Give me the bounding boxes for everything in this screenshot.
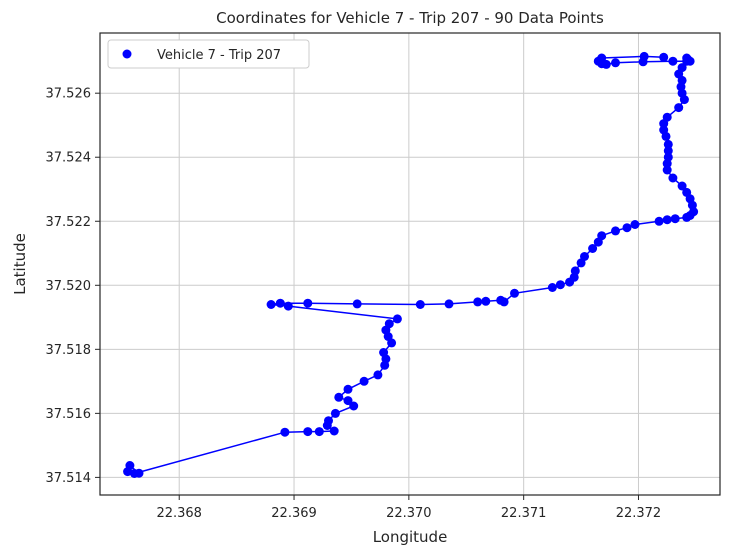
data-point <box>499 297 509 307</box>
data-point <box>275 298 285 308</box>
y-tick-label: 37.514 <box>46 471 92 486</box>
data-point <box>359 376 369 386</box>
data-point <box>283 301 293 311</box>
y-tick-label: 37.522 <box>46 215 92 230</box>
data-point <box>314 427 324 437</box>
data-point <box>668 56 678 66</box>
data-point <box>303 298 313 308</box>
data-point <box>303 427 313 437</box>
legend-box <box>107 39 310 69</box>
data-point <box>668 173 678 183</box>
data-point <box>384 319 394 329</box>
data-point <box>588 244 598 253</box>
data-point <box>659 125 669 135</box>
data-point <box>682 56 692 66</box>
data-point <box>266 300 276 309</box>
y-axis-label: Latitude <box>11 233 29 295</box>
data-points <box>123 51 699 478</box>
y-tick-label: 37.520 <box>46 279 92 294</box>
data-point <box>622 223 632 233</box>
data-point <box>677 181 687 191</box>
y-tick-label: 37.524 <box>46 151 92 166</box>
data-point <box>670 214 680 224</box>
data-point <box>611 226 620 236</box>
data-point <box>481 296 491 306</box>
data-point <box>639 51 649 61</box>
data-point <box>662 112 672 122</box>
data-point <box>373 370 383 380</box>
data-point <box>597 53 607 63</box>
data-point <box>611 58 620 68</box>
data-point <box>280 427 290 437</box>
data-point <box>662 165 672 175</box>
legend-marker <box>122 49 132 59</box>
y-tick-label: 37.518 <box>46 343 92 358</box>
data-point <box>677 63 687 73</box>
data-point <box>597 231 607 241</box>
x-tick-label: 22.371 <box>501 506 547 521</box>
x-tick-label: 22.369 <box>271 506 317 521</box>
data-point <box>343 384 353 394</box>
y-tick-label: 37.516 <box>46 407 92 422</box>
x-axis-label: Longitude <box>373 528 448 546</box>
data-point <box>324 416 333 426</box>
data-point <box>659 52 669 62</box>
data-point <box>343 396 353 406</box>
data-point <box>379 348 389 357</box>
legend-label: Vehicle 7 - Trip 207 <box>157 48 281 63</box>
data-point <box>392 314 402 324</box>
x-tick-label: 22.372 <box>616 506 662 521</box>
data-point <box>674 103 684 113</box>
data-point <box>555 280 565 290</box>
data-point <box>663 139 673 149</box>
data-point <box>415 300 425 309</box>
x-tick-label: 22.370 <box>386 506 432 521</box>
legend: Vehicle 7 - Trip 207 <box>107 39 310 69</box>
data-point <box>682 187 692 197</box>
data-point <box>570 266 580 276</box>
data-point <box>662 215 672 225</box>
data-point <box>129 469 139 478</box>
data-point <box>334 392 344 402</box>
data-point <box>654 216 664 226</box>
data-point <box>630 220 640 229</box>
data-point <box>473 297 483 307</box>
chart-title: Coordinates for Vehicle 7 - Trip 207 - 9… <box>216 9 604 27</box>
data-point <box>329 426 339 436</box>
data-point <box>349 401 359 411</box>
data-point <box>125 461 135 470</box>
data-point <box>663 146 673 156</box>
data-point <box>352 299 362 309</box>
plot-frame <box>99 32 721 496</box>
axis-ticks: 22.368 22.369 22.370 22.371 22.372 37.514 37.5… <box>46 87 662 521</box>
data-point <box>547 283 557 292</box>
data-point <box>444 299 454 309</box>
y-tick-label: 37.526 <box>46 87 92 102</box>
x-tick-label: 22.368 <box>156 506 202 521</box>
data-point <box>510 288 519 298</box>
data-point <box>663 152 673 162</box>
grid <box>100 33 720 495</box>
data-point <box>580 252 589 261</box>
data-point <box>330 408 340 418</box>
